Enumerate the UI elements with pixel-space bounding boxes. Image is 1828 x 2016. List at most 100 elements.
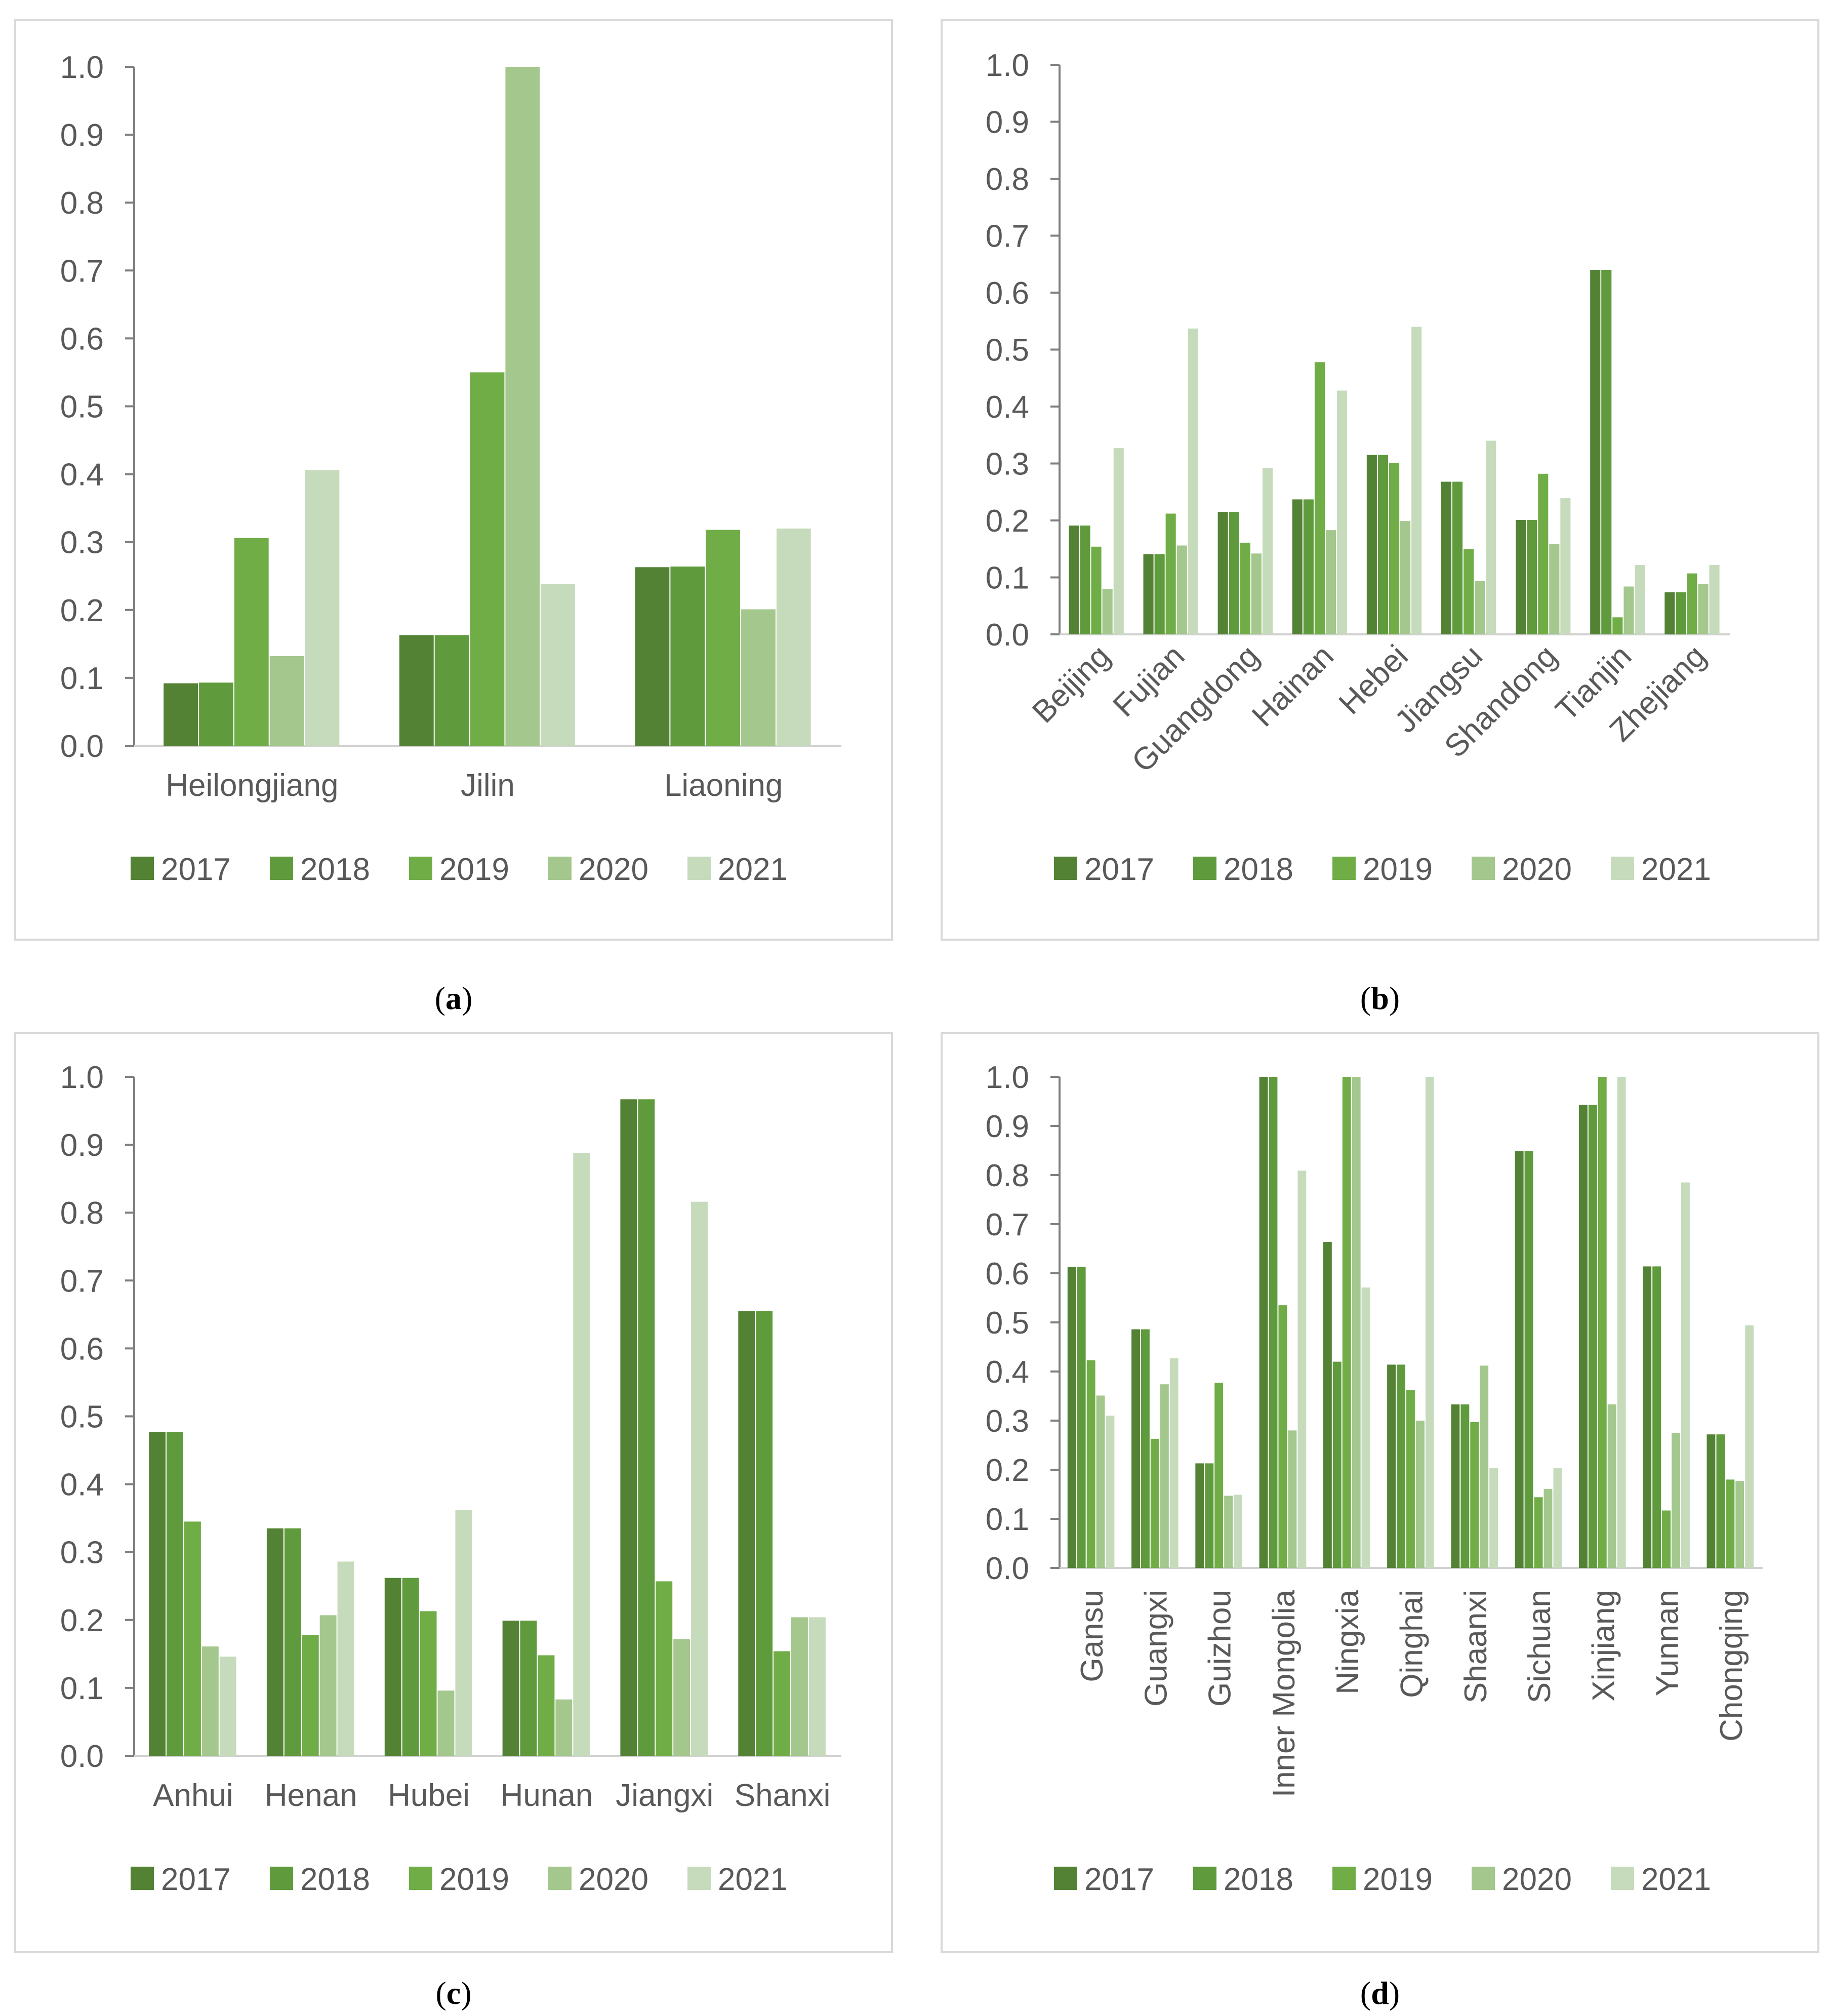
- bar-c-2020-0: [201, 1646, 219, 1756]
- legend-label-2021: 2021: [1641, 852, 1711, 887]
- caption-c: (c): [435, 1975, 472, 2011]
- bar-d-2020-6: [1480, 1365, 1489, 1568]
- bar-d-2018-0: [1077, 1267, 1086, 1568]
- bar-b-2018-3: [1303, 499, 1314, 634]
- y-tick-label: 0.8: [60, 186, 104, 221]
- y-tick-label: 1.0: [986, 48, 1029, 83]
- bar-d-2019-10: [1726, 1479, 1735, 1568]
- bar-b-2021-6: [1560, 498, 1571, 634]
- bar-d-2017-2: [1195, 1463, 1204, 1568]
- bar-b-2017-0: [1069, 526, 1079, 634]
- bar-d-2020-9: [1672, 1433, 1680, 1568]
- category-label: Guangxi: [1139, 1590, 1173, 1707]
- bar-c-2020-1: [319, 1615, 337, 1756]
- legend-swatch-2018: [1193, 857, 1216, 880]
- bar-b-2021-4: [1411, 327, 1422, 634]
- bar-d-2019-8: [1598, 1077, 1607, 1568]
- bar-d-2019-1: [1150, 1438, 1159, 1568]
- y-tick-label: 0.5: [986, 333, 1029, 368]
- category-label: Sichuan: [1522, 1590, 1557, 1703]
- y-tick-label: 0.5: [986, 1306, 1029, 1341]
- bar-c-2017-3: [502, 1621, 519, 1756]
- bar-d-2020-10: [1735, 1481, 1744, 1568]
- y-tick-label: 0.6: [986, 1257, 1029, 1292]
- legend-label-2019: 2019: [1363, 1862, 1433, 1897]
- bar-b-2018-8: [1676, 592, 1686, 635]
- bar-c-2021-3: [573, 1153, 590, 1756]
- category-label: Jilin: [461, 768, 515, 803]
- panel-a-frame: [14, 19, 893, 941]
- y-tick-label: 0.3: [60, 526, 104, 560]
- chart-d: 0.0 0.1 0.2 0.3 0.4 0.5 0.6 0.7 0.8 0.9 1.0 Gansu Gu…: [986, 1060, 1763, 1897]
- legend-swatch-2019: [409, 1867, 432, 1890]
- y-tick-label: 0.1: [986, 1502, 1029, 1537]
- y-tick-label: 0.8: [60, 1196, 104, 1231]
- legend-swatch-2018: [270, 1867, 293, 1890]
- bar-b-2018-7: [1601, 270, 1612, 634]
- bar-d-2017-1: [1131, 1329, 1140, 1568]
- bar-a-2017-2: [635, 567, 670, 746]
- bar-d-2017-5: [1387, 1364, 1396, 1568]
- bar-a-2019-0: [234, 538, 269, 746]
- y-tick-label: 0.2: [986, 504, 1029, 539]
- bar-d-2020-3: [1288, 1430, 1297, 1568]
- category-label: Heilongjiang: [166, 768, 338, 803]
- bar-d-2018-4: [1332, 1361, 1342, 1568]
- bar-c-2020-3: [555, 1699, 573, 1756]
- y-tick-label: 0.6: [60, 321, 104, 356]
- y-tick-label: 0.0: [986, 1551, 1029, 1586]
- bar-d-2020-7: [1543, 1488, 1553, 1568]
- bar-b-2020-6: [1549, 544, 1560, 634]
- bar-b-2021-2: [1262, 468, 1273, 634]
- bar-a-2021-1: [541, 584, 576, 746]
- y-tick-label: 0.8: [986, 1158, 1029, 1193]
- legend-swatch-2019: [409, 857, 432, 880]
- bar-c-2020-4: [673, 1639, 690, 1756]
- bar-d-2021-9: [1681, 1182, 1690, 1568]
- bar-b-2018-4: [1377, 455, 1388, 634]
- bar-d-2017-3: [1259, 1077, 1268, 1568]
- bar-a-2020-2: [741, 609, 776, 746]
- category-label: Qinghai: [1395, 1590, 1430, 1698]
- bar-b-2021-1: [1188, 328, 1198, 634]
- bar-d-2019-2: [1214, 1383, 1224, 1568]
- legend-swatch-2018: [270, 857, 293, 880]
- category-label: Gansu: [1075, 1590, 1110, 1682]
- legend-label-2018: 2018: [300, 1862, 370, 1897]
- bar-d-2018-2: [1205, 1463, 1214, 1568]
- y-tick-label: 0.9: [986, 105, 1029, 140]
- bar-b-2020-0: [1102, 589, 1113, 634]
- bar-b-2020-8: [1698, 584, 1709, 634]
- bar-c-2020-2: [437, 1690, 455, 1756]
- bar-d-2020-8: [1607, 1404, 1616, 1568]
- bar-b-2018-6: [1527, 519, 1537, 634]
- bar-d-2019-5: [1406, 1390, 1415, 1568]
- bar-d-2021-6: [1489, 1468, 1498, 1568]
- category-label: Beijing: [1026, 638, 1117, 730]
- bar-d-2019-0: [1086, 1360, 1095, 1568]
- bar-d-2019-7: [1534, 1497, 1543, 1568]
- chart-b: 0.0 0.1 0.2 0.3 0.4 0.5 0.6 0.7 0.8 0.9 1.0 Beijing…: [986, 48, 1730, 887]
- legend-swatch-2017: [131, 1867, 154, 1890]
- bar-c-2017-4: [620, 1099, 637, 1756]
- bar-c-2018-5: [756, 1311, 773, 1756]
- y-tick-label: 0.7: [986, 219, 1029, 254]
- category-label: Liaoning: [664, 768, 783, 803]
- bar-c-2020-5: [791, 1617, 808, 1756]
- bar-d-2018-6: [1460, 1404, 1470, 1568]
- y-tick-label: 0.0: [60, 729, 104, 764]
- category-label: Xinjiang: [1586, 1590, 1621, 1702]
- legend-label-2020: 2020: [579, 1862, 648, 1897]
- caption-a: (a): [434, 980, 473, 1016]
- y-tick-label: 0.5: [60, 1400, 104, 1435]
- bar-a-2018-2: [670, 567, 705, 746]
- bar-b-2021-8: [1709, 565, 1720, 635]
- bar-a-2020-0: [269, 656, 304, 746]
- bar-c-2018-2: [402, 1578, 419, 1756]
- bar-d-2019-9: [1662, 1510, 1671, 1568]
- bar-d-2018-10: [1716, 1434, 1725, 1568]
- bar-b-2019-5: [1464, 549, 1474, 635]
- bar-b-2017-8: [1664, 592, 1675, 635]
- bar-d-2018-5: [1397, 1364, 1405, 1568]
